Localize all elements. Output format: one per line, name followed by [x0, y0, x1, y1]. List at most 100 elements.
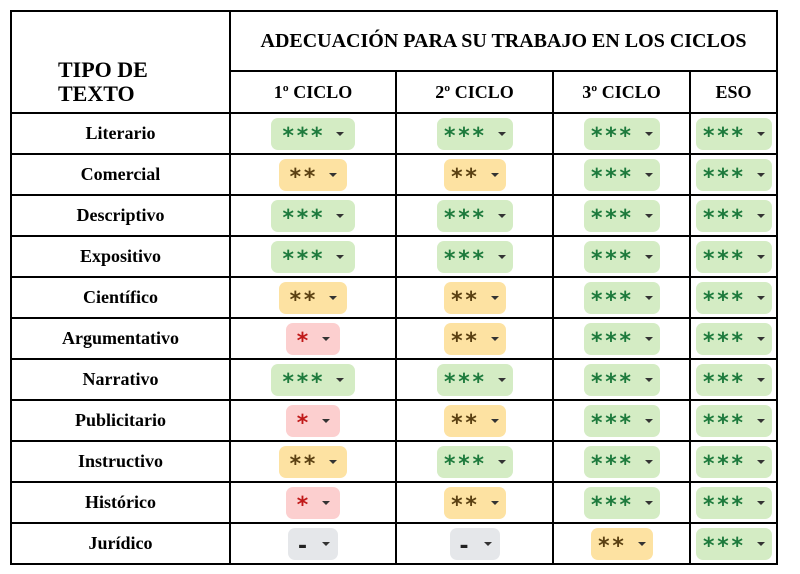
rating-dropdown[interactable]: -: [288, 527, 338, 560]
rating-value: **: [450, 492, 479, 518]
chevron-down-icon[interactable]: [497, 254, 506, 259]
rating-dropdown[interactable]: ***: [583, 117, 660, 150]
rating-dropdown[interactable]: ***: [583, 158, 660, 191]
rating-dropdown[interactable]: *: [286, 404, 340, 437]
chevron-down-icon[interactable]: [497, 377, 506, 382]
rating-value: *: [295, 410, 311, 436]
chevron-down-icon[interactable]: [322, 500, 331, 505]
rating-dropdown[interactable]: ***: [695, 199, 772, 232]
rating-dropdown[interactable]: ***: [436, 240, 513, 273]
rating-dropdown[interactable]: *: [286, 486, 340, 519]
rating-dropdown[interactable]: **: [443, 158, 506, 191]
chevron-down-icon[interactable]: [756, 295, 765, 300]
text-type-label: Histórico: [10, 481, 231, 524]
rating-dropdown[interactable]: ***: [695, 445, 772, 478]
rating-dropdown[interactable]: ***: [695, 486, 772, 519]
rating-dropdown[interactable]: ***: [271, 240, 355, 273]
chevron-down-icon[interactable]: [644, 131, 653, 136]
rating-dropdown[interactable]: ***: [695, 363, 772, 396]
rating-value: ***: [590, 492, 633, 518]
chevron-down-icon[interactable]: [644, 213, 653, 218]
rating-dropdown[interactable]: **: [279, 445, 347, 478]
rating-dropdown[interactable]: ***: [583, 281, 660, 314]
text-type-label: Jurídico: [10, 522, 231, 565]
rating-dropdown[interactable]: ***: [583, 363, 660, 396]
rating-value: **: [450, 410, 479, 436]
rating-dropdown[interactable]: ***: [583, 445, 660, 478]
rating-dropdown[interactable]: **: [590, 527, 653, 560]
rating-dropdown[interactable]: ***: [695, 322, 772, 355]
chevron-down-icon[interactable]: [322, 418, 331, 423]
chevron-down-icon[interactable]: [756, 172, 765, 177]
chevron-down-icon[interactable]: [644, 336, 653, 341]
rating-dropdown[interactable]: ***: [695, 404, 772, 437]
chevron-down-icon[interactable]: [497, 459, 506, 464]
rating-dropdown[interactable]: ***: [695, 117, 772, 150]
rating-dropdown[interactable]: ***: [695, 240, 772, 273]
rating-cell-2: ***: [395, 235, 554, 278]
rating-dropdown[interactable]: **: [279, 281, 347, 314]
rating-dropdown[interactable]: ***: [583, 486, 660, 519]
rating-dropdown[interactable]: ***: [436, 117, 513, 150]
chevron-down-icon[interactable]: [336, 213, 345, 218]
rating-dropdown[interactable]: ***: [436, 199, 513, 232]
rating-dropdown[interactable]: ***: [583, 199, 660, 232]
rating-dropdown[interactable]: **: [443, 404, 506, 437]
chevron-down-icon[interactable]: [336, 377, 345, 382]
chevron-down-icon[interactable]: [644, 500, 653, 505]
chevron-down-icon[interactable]: [497, 131, 506, 136]
chevron-down-icon[interactable]: [490, 336, 499, 341]
chevron-down-icon[interactable]: [756, 377, 765, 382]
rating-dropdown[interactable]: **: [443, 486, 506, 519]
chevron-down-icon[interactable]: [756, 131, 765, 136]
chevron-down-icon[interactable]: [490, 295, 499, 300]
chevron-down-icon[interactable]: [497, 213, 506, 218]
chevron-down-icon[interactable]: [483, 541, 492, 546]
chevron-down-icon[interactable]: [490, 500, 499, 505]
rating-dropdown[interactable]: -: [449, 527, 500, 560]
chevron-down-icon[interactable]: [756, 213, 765, 218]
chevron-down-icon[interactable]: [644, 254, 653, 259]
chevron-down-icon[interactable]: [644, 459, 653, 464]
rating-dropdown[interactable]: ***: [271, 117, 355, 150]
rating-dropdown[interactable]: ***: [695, 527, 772, 560]
rating-dropdown[interactable]: *: [286, 322, 340, 355]
chevron-down-icon[interactable]: [756, 336, 765, 341]
chevron-down-icon[interactable]: [756, 418, 765, 423]
chevron-down-icon[interactable]: [329, 295, 338, 300]
chevron-down-icon[interactable]: [756, 500, 765, 505]
rating-dropdown[interactable]: ***: [583, 322, 660, 355]
rating-value: **: [288, 287, 318, 313]
chevron-down-icon[interactable]: [644, 418, 653, 423]
rating-dropdown[interactable]: ***: [695, 158, 772, 191]
chevron-down-icon[interactable]: [336, 254, 345, 259]
chevron-down-icon[interactable]: [644, 377, 653, 382]
chevron-down-icon[interactable]: [490, 172, 499, 177]
rating-dropdown[interactable]: ***: [271, 199, 355, 232]
rating-dropdown[interactable]: ***: [271, 363, 355, 396]
chevron-down-icon[interactable]: [329, 459, 338, 464]
rating-dropdown[interactable]: ***: [436, 445, 513, 478]
rating-dropdown[interactable]: **: [279, 158, 347, 191]
rating-dropdown[interactable]: ***: [583, 404, 660, 437]
chevron-down-icon[interactable]: [637, 541, 646, 546]
chevron-down-icon[interactable]: [644, 172, 653, 177]
chevron-down-icon[interactable]: [322, 541, 331, 546]
chevron-down-icon[interactable]: [756, 459, 765, 464]
chevron-down-icon[interactable]: [756, 541, 765, 546]
rating-dropdown[interactable]: **: [443, 322, 506, 355]
rating-dropdown[interactable]: ***: [583, 240, 660, 273]
rating-value: ***: [702, 369, 745, 395]
rating-value: *: [295, 328, 311, 354]
chevron-down-icon[interactable]: [756, 254, 765, 259]
rating-dropdown[interactable]: ***: [436, 363, 513, 396]
rating-dropdown[interactable]: **: [443, 281, 506, 314]
chevron-down-icon[interactable]: [329, 172, 338, 177]
chevron-down-icon[interactable]: [322, 336, 331, 341]
rating-dropdown[interactable]: ***: [695, 281, 772, 314]
cycle-header-eso: ESO: [688, 70, 779, 114]
cycle-header-3: 3º CICLO: [552, 70, 691, 114]
chevron-down-icon[interactable]: [644, 295, 653, 300]
chevron-down-icon[interactable]: [336, 131, 345, 136]
chevron-down-icon[interactable]: [490, 418, 499, 423]
